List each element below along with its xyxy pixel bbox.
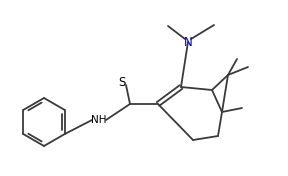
Text: S: S — [118, 77, 126, 90]
Text: NH: NH — [91, 115, 107, 125]
Text: N: N — [184, 36, 192, 49]
